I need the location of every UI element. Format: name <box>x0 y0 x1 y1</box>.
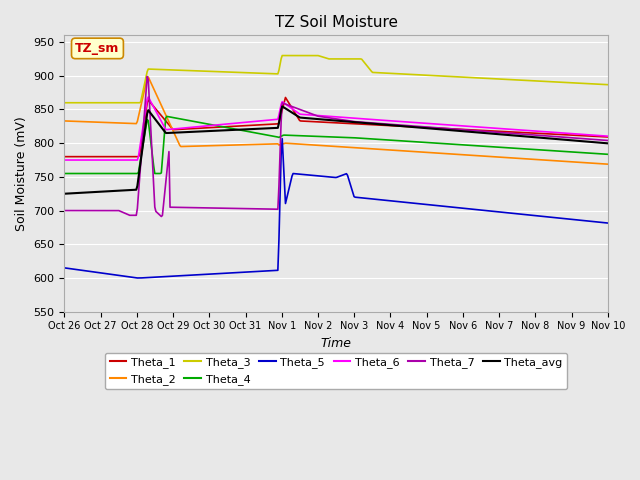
Y-axis label: Soil Moisture (mV): Soil Moisture (mV) <box>15 116 28 231</box>
X-axis label: Time: Time <box>321 337 351 350</box>
Text: TZ_sm: TZ_sm <box>76 42 120 55</box>
Title: TZ Soil Moisture: TZ Soil Moisture <box>275 15 397 30</box>
Legend: Theta_1, Theta_2, Theta_3, Theta_4, Theta_5, Theta_6, Theta_7, Theta_avg: Theta_1, Theta_2, Theta_3, Theta_4, Thet… <box>105 353 567 389</box>
